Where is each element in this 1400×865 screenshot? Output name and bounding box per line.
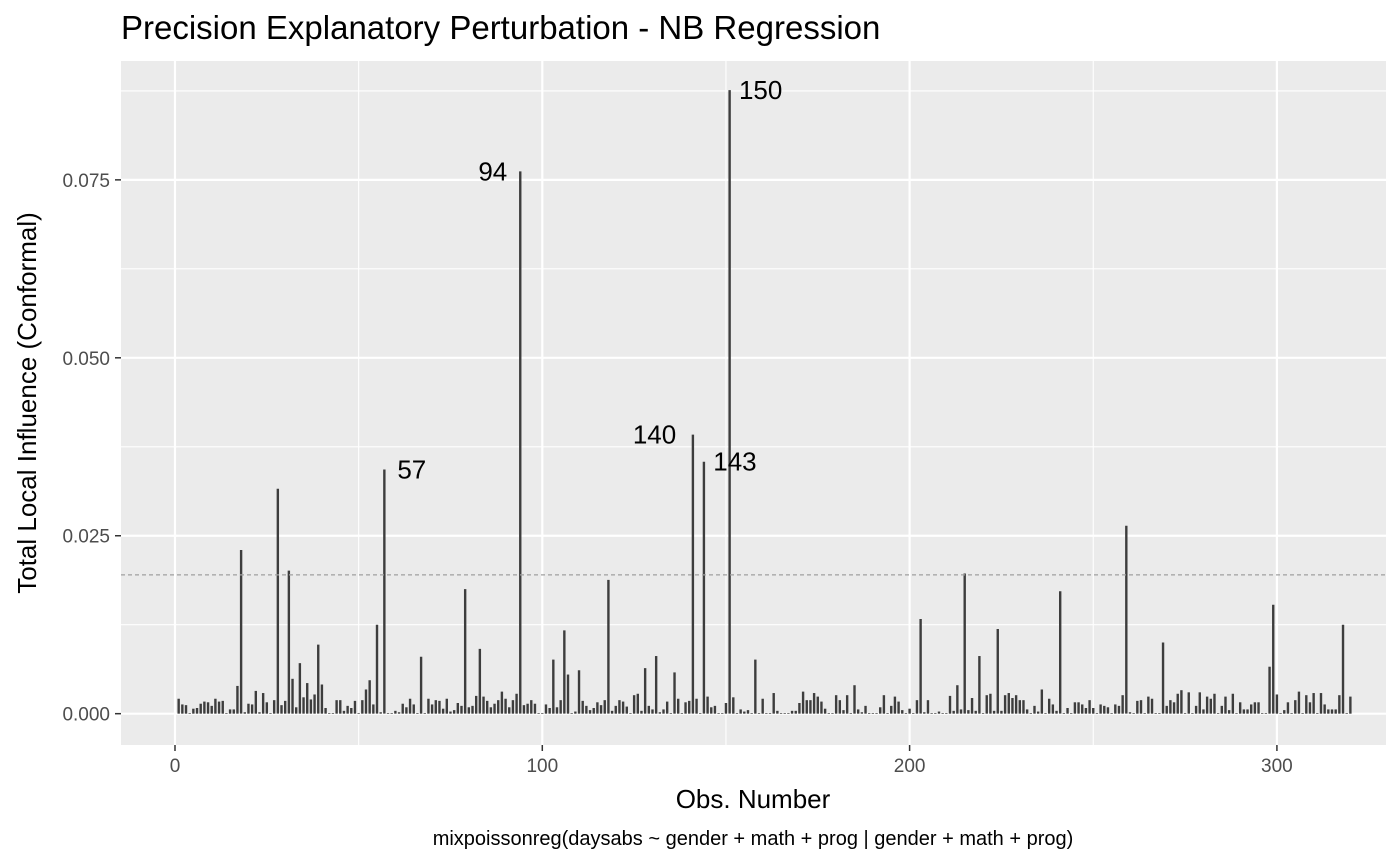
bars — [177, 90, 1352, 714]
annotation-label: 140 — [633, 420, 676, 450]
chart-caption: mixpoissonreg(daysabs ~ gender + math + … — [433, 828, 1074, 850]
annotation-label: 150 — [739, 75, 782, 105]
grid-minor — [121, 61, 1386, 745]
y-axis-title: Total Local Influence (Conformal) — [12, 212, 42, 594]
y-tick-label: 0.075 — [62, 171, 110, 192]
y-tick-label: 0.000 — [62, 705, 110, 726]
annotation-label: 94 — [478, 156, 507, 186]
annotations: 150 94 57 140 143 — [397, 75, 782, 484]
chart-title: Precision Explanatory Perturbation - NB … — [121, 9, 880, 46]
x-tick-label: 200 — [894, 756, 926, 777]
x-tick-label: 0 — [170, 756, 181, 777]
x-axis-title: Obs. Number — [676, 784, 831, 814]
plot-panel — [121, 61, 1386, 745]
x-tick-label: 300 — [1261, 756, 1293, 777]
y-axis-ticks: 0.000 0.025 0.050 0.075 — [62, 171, 121, 726]
x-tick-label: 100 — [526, 756, 558, 777]
annotation-label: 57 — [397, 455, 426, 485]
annotation-label: 143 — [713, 447, 756, 477]
y-tick-label: 0.050 — [62, 349, 110, 370]
x-axis-ticks: 0 100 200 300 — [170, 745, 1293, 777]
y-tick-label: 0.025 — [62, 527, 110, 548]
